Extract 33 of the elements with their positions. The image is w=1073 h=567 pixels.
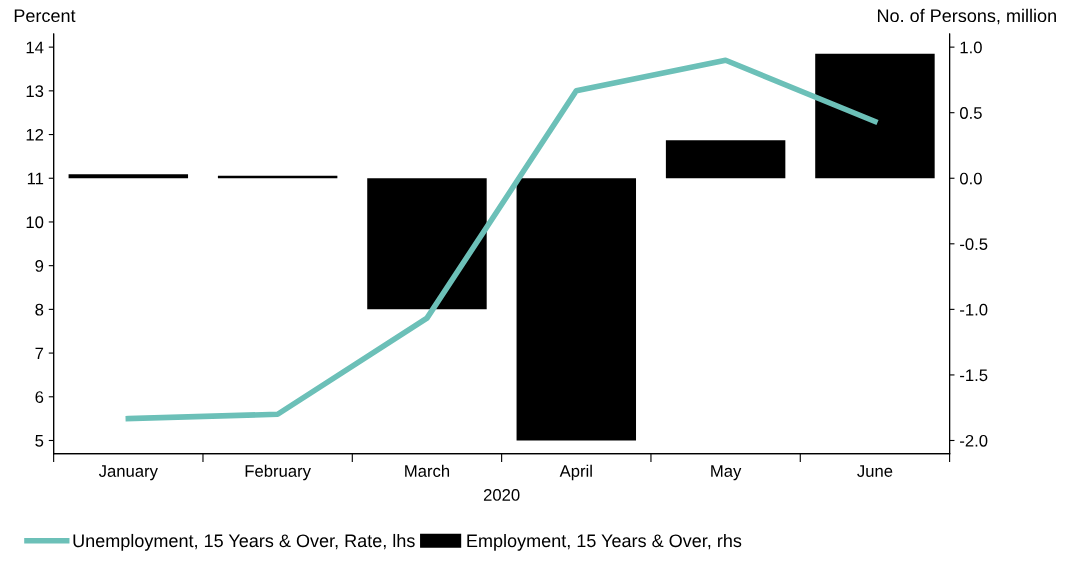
x-axis-title: 2020 [483,489,520,501]
legend-label: Employment, 15 Years & Over, rhs [467,533,742,551]
y2-tick-label: -1.5 [960,369,988,382]
y-tick-label: 8 [35,303,44,316]
y-tick-label: 10 [26,216,44,229]
x-tick-label: January [98,465,158,481]
x-tick-label: April [559,464,592,481]
x-tick-label: May [711,465,742,481]
y2-axis-title: No. of Persons, million [877,8,1056,25]
bar [516,178,637,441]
y2-tick-label: -0.5 [960,238,988,251]
bar [68,174,189,179]
y-tick-label: 9 [35,260,44,272]
y-tick-label: 14 [26,41,44,54]
y-tick-label: 13 [26,85,44,98]
bar [815,53,935,179]
x-tick-label: March [405,464,450,477]
y-tick-label: 12 [26,128,44,141]
y2-tick-label: 0.0 [959,172,982,185]
y2-tick-label: 1.0 [960,41,982,54]
x-tick-label: June [857,465,893,477]
y-axis-title: Percent [14,9,76,23]
x-tick-label: February [245,464,311,481]
y2-tick-label: -1.0 [960,303,988,316]
y-tick-label: 7 [35,347,44,360]
bar [367,178,487,310]
y-tick-label: 11 [27,172,44,185]
y-tick-label: 5 [35,435,44,447]
y2-tick-label: -2.0 [960,434,988,447]
y-tick-label: 6 [35,391,44,403]
y2-tick-label: 0.5 [959,107,982,119]
legend-label: Unemployment, 15 Years & Over, Rate, lhs [73,533,415,551]
bar [665,140,786,179]
